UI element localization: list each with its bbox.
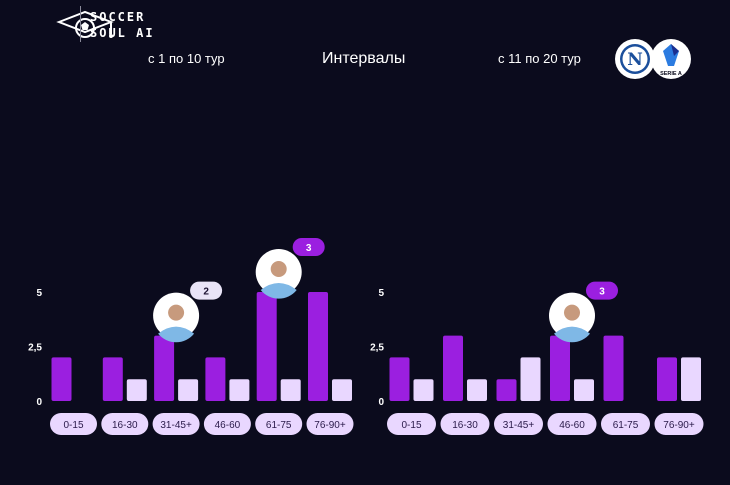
category-label: 0-15	[401, 420, 421, 431]
goal-count-bubble	[586, 281, 618, 300]
category-pill	[152, 413, 200, 435]
right-period-label: с 11 по 20 тур	[498, 51, 581, 66]
goal-count-label: 2	[203, 287, 209, 298]
league-badge-label: SERIE A	[660, 71, 682, 77]
brand-line-2: SOUL AI	[90, 26, 155, 40]
player-annotation: 2	[153, 281, 223, 343]
bar-primary	[389, 357, 410, 401]
bar-secondary	[126, 379, 147, 401]
player-shirt-icon	[260, 283, 297, 299]
goal-count-bubble	[292, 238, 325, 256]
brand-name: SOCCER SOUL AI	[90, 9, 155, 41]
brand-line-1: SOCCER	[90, 10, 146, 24]
y-tick-label: 0	[36, 397, 42, 408]
bar-primary	[550, 335, 570, 401]
category-label: 46-60	[559, 420, 585, 431]
club-league-badges: N SERIE A	[615, 39, 691, 79]
category-label: 31-45+	[503, 420, 535, 431]
category-pill	[601, 413, 650, 435]
category-pill	[387, 413, 436, 435]
page-title: Интервалы	[322, 50, 406, 67]
category-pill	[203, 413, 251, 435]
category-label: 46-60	[215, 420, 241, 431]
player-head-icon	[270, 261, 287, 277]
bar-secondary	[574, 379, 594, 401]
bar-secondary	[681, 357, 701, 401]
category-pill	[654, 413, 704, 435]
player-head-icon	[168, 304, 185, 321]
category-pill	[50, 413, 97, 435]
category-pill	[101, 413, 149, 435]
y-tick-label: 5	[378, 288, 384, 299]
y-tick-label: 2,5	[28, 343, 42, 354]
category-pill	[255, 413, 303, 435]
bar-primary	[657, 357, 677, 401]
bar-primary	[51, 357, 72, 401]
serie-a-badge-icon: SERIE A	[651, 39, 691, 79]
y-tick-label: 5	[36, 288, 42, 299]
bar-primary	[443, 335, 463, 401]
soccer-ball-cap-logo-icon	[56, 10, 114, 38]
bar-primary	[102, 357, 123, 401]
chart-1: 0 2,5 5 0-15 16-30 31-45+ 46-60 61-75 76-90+ 2 3	[28, 238, 354, 435]
player-head-icon	[564, 304, 580, 321]
bar-secondary	[467, 379, 487, 401]
bar-primary	[308, 292, 328, 401]
category-label: 16-30	[452, 420, 478, 431]
left-period-label: с 1 по 10 тур	[148, 51, 225, 66]
category-pill	[306, 413, 354, 435]
category-label: 61-75	[266, 420, 292, 431]
bar-secondary	[178, 379, 199, 401]
bar-secondary	[413, 379, 434, 401]
bar-primary	[154, 335, 175, 401]
goal-count-bubble	[190, 281, 223, 300]
bar-secondary	[280, 379, 301, 401]
bar-secondary	[229, 379, 250, 401]
goal-count-label: 3	[306, 243, 312, 254]
player-shirt-icon	[554, 326, 590, 343]
y-tick-label: 2,5	[370, 343, 384, 354]
bar-primary	[205, 357, 226, 401]
y-tick-label: 0	[378, 397, 384, 408]
category-label: 31-45+	[160, 420, 192, 431]
category-pill	[494, 413, 543, 435]
player-annotation: 3	[549, 281, 618, 343]
chart-2: 0 2,5 5 0-15 16-30 31-45+ 46-60 61-75 76-90+ 3	[370, 281, 704, 435]
category-label: 61-75	[613, 420, 639, 431]
category-label: 0-15	[63, 420, 83, 431]
category-pill	[440, 413, 490, 435]
goal-count-label: 3	[599, 287, 605, 298]
bar-secondary	[520, 357, 541, 401]
bar-primary	[603, 335, 624, 401]
category-label: 16-30	[112, 420, 138, 431]
category-pill	[547, 413, 597, 435]
bar-primary	[256, 292, 277, 401]
bar-primary	[496, 379, 517, 401]
player-shirt-icon	[158, 326, 195, 343]
category-label: 76-90+	[314, 420, 346, 431]
bar-secondary	[332, 379, 352, 401]
logo-divider	[80, 6, 81, 42]
category-label: 76-90+	[663, 420, 695, 431]
napoli-badge-icon: N	[615, 39, 655, 79]
player-annotation: 3	[255, 238, 325, 299]
club-badge-letter: N	[627, 50, 643, 70]
